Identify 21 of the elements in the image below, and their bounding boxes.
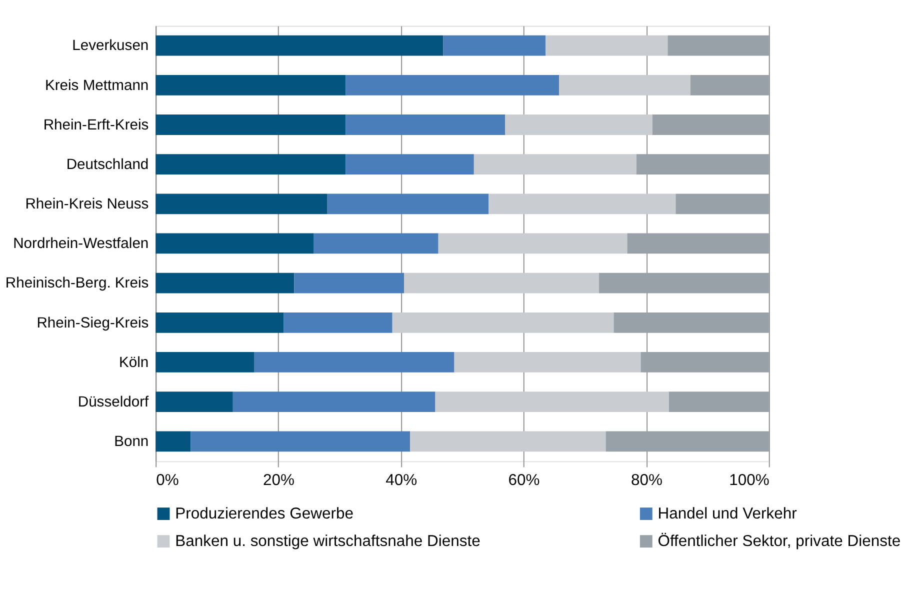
y-tick-label: Rhein-Kreis Neuss	[25, 196, 149, 213]
legend-label: Banken u. sonstige wirtschaftsnahe Dienste	[175, 532, 481, 550]
x-tick-label: 100%	[729, 472, 770, 489]
y-tick-label: Rheinisch-Berg. Kreis	[5, 276, 149, 292]
y-tick-label: Düsseldorf	[78, 394, 150, 410]
x-tick-label: 40%	[386, 472, 418, 489]
x-tick-label: 80%	[630, 472, 662, 489]
x-tick-label: 60%	[508, 472, 540, 489]
x-tick-label: 0%	[156, 472, 179, 489]
y-tick-label: Köln	[119, 354, 149, 371]
y-tick-label: Kreis Mettmann	[44, 78, 149, 94]
x-tick-label: 20%	[263, 472, 294, 489]
legend-label: Handel und Verkehr	[658, 505, 797, 522]
y-tick-label: Bonn	[114, 434, 149, 450]
y-tick-label: Leverkusen	[72, 38, 149, 54]
y-tick-label: Rhein-Erft-Kreis	[43, 117, 149, 134]
legend-label: Öffentlicher Sektor, private Dienste	[658, 532, 901, 550]
y-tick-label: Nordrhein-Westfalen	[13, 236, 149, 252]
y-tick-label: Deutschland	[66, 156, 149, 173]
y-tick-label: Rhein-Sieg-Kreis	[36, 315, 149, 332]
legend-label: Produzierendes Gewerbe	[175, 505, 354, 522]
